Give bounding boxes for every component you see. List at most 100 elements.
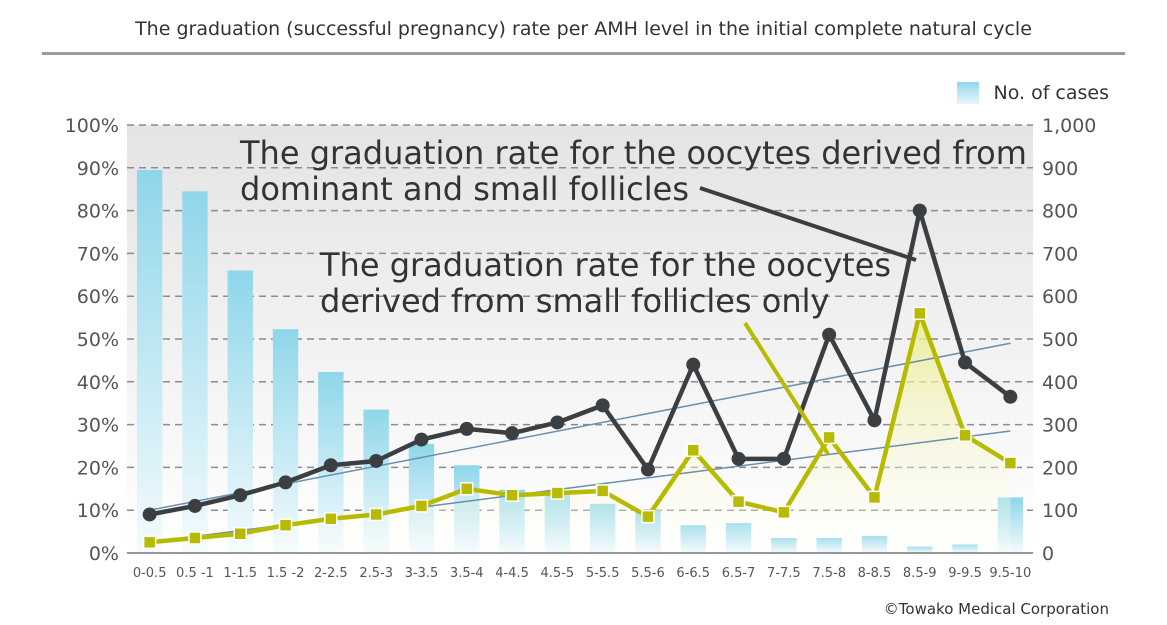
right-tick-label: 0 [1042,543,1054,565]
legend-label-cases: No. of cases [993,82,1109,104]
point-small-only [822,430,836,445]
point-small-only [233,526,247,541]
right-tick-label: 600 [1042,286,1078,308]
point-dominant-small [867,413,882,428]
point-dominant-small [731,451,746,466]
point-small-only [505,488,519,502]
left-tick-label: 10% [77,500,119,522]
right-tick-label: 800 [1042,201,1078,223]
right-tick-label: 100 [1042,500,1078,522]
x-tick-label: 1-1.5 [223,566,257,581]
point-small-only [641,509,655,524]
point-small-only [188,531,202,545]
left-tick-label: 30% [77,415,119,437]
title-divider [42,52,1125,55]
line-dominant-small [149,208,1012,517]
left-tick-label: 100% [65,115,119,137]
bar-cases [227,270,253,553]
point-small-only [958,428,972,443]
point-dominant-small [323,458,338,473]
point-small-only [142,535,157,550]
point-small-only [731,494,746,509]
point-dominant-small [640,462,655,477]
point-dominant-small [278,475,293,490]
point-dominant-small [822,327,837,342]
point-dominant-small [550,415,565,430]
area-small-follicles [149,313,1011,553]
x-tick-label: 2.5-3 [359,566,393,581]
x-tick-label: 6.5-7 [722,566,756,581]
right-tick-label: 700 [1042,243,1078,265]
left-tick-label: 50% [77,329,119,351]
point-dominant-small [369,453,384,468]
x-tick-label: 1.5 -2 [267,566,305,581]
leader-line-small-only [743,321,830,456]
bar-cases [182,191,208,553]
bar-cases [272,329,299,553]
x-tick-label: 2-2.5 [314,566,348,581]
legend-swatch-cases [957,82,980,104]
x-tick-label: 9-9.5 [948,566,982,581]
point-small-only [867,490,882,505]
point-dominant-small [1003,389,1018,404]
right-tick-label: 400 [1042,372,1078,394]
x-tick-label: 5-5.5 [586,566,620,581]
point-dominant-small [187,498,202,513]
left-tick-label: 20% [77,457,119,479]
copyright-text: ©Towako Medical Corporation [883,600,1109,618]
point-dominant-small [505,426,520,441]
x-tick-label: 3-3.5 [405,566,439,581]
right-tick-label: 500 [1042,329,1078,351]
leader-line-dominant-small [699,186,917,262]
point-dominant-small [958,355,973,370]
x-tick-label: 3.5-4 [450,566,484,581]
point-dominant-small [414,432,429,447]
point-dominant-small [142,507,157,522]
chart-legend: No. of cases [957,82,1109,104]
left-tick-label: 60% [77,286,119,308]
x-tick-label: 5.5-6 [631,566,665,581]
left-tick-label: 0% [89,543,119,565]
left-tick-label: 80% [77,201,119,223]
x-tick-label: 8-8.5 [858,566,892,581]
right-tick-label: 200 [1042,457,1078,479]
x-tick-label: 9.5-10 [989,566,1031,581]
point-small-only [686,443,700,458]
point-small-only [278,518,293,532]
point-dominant-small [912,203,927,218]
x-tick-label: 4.5-5 [541,566,575,581]
x-tick-label: 8.5-9 [903,566,937,581]
x-tick-label: 6-6.5 [676,566,710,581]
point-dominant-small [776,451,791,466]
point-small-only [369,507,383,522]
point-dominant-small [233,488,248,503]
annotation-dominant-small-line2: dominant and small follicles [240,170,689,208]
left-tick-label: 40% [77,372,119,394]
right-tick-label: 300 [1042,415,1078,437]
point-small-only [913,306,927,321]
point-small-only [414,499,429,513]
x-tick-label: 7.5-8 [812,566,846,581]
point-dominant-small [595,398,610,413]
bar-cases [136,169,163,553]
line-small-only [149,311,1012,545]
annotation-small-only-line1: The graduation rate for the oocytes [319,246,891,284]
point-small-only [460,482,474,496]
annotation-small-only-line2: derived from small follicles only [320,282,829,320]
point-small-only [324,512,338,526]
point-small-only [777,505,791,520]
x-tick-label: 0.5 -1 [176,566,214,581]
x-tick-label: 7-7.5 [767,566,801,581]
chart-title: The graduation (successful pregnancy) ra… [135,18,1032,40]
trendline [149,342,1011,511]
left-tick-label: 70% [77,243,119,265]
right-tick-label: 900 [1042,158,1078,180]
point-small-only [595,484,610,498]
chart-svg: 0% 10% 20% 30% 40% 50% 60% 70% 80% 90% 100% 0 100 200… [65,115,1097,581]
left-tick-label: 90% [77,158,119,180]
annotation-dominant-small-line1: The graduation rate for the oocytes deri… [239,134,1027,172]
point-small-only [1003,456,1018,470]
point-small-only [550,486,565,500]
x-tick-label: 0-0.5 [133,566,167,581]
x-tick-label: 4-4.5 [495,566,529,581]
